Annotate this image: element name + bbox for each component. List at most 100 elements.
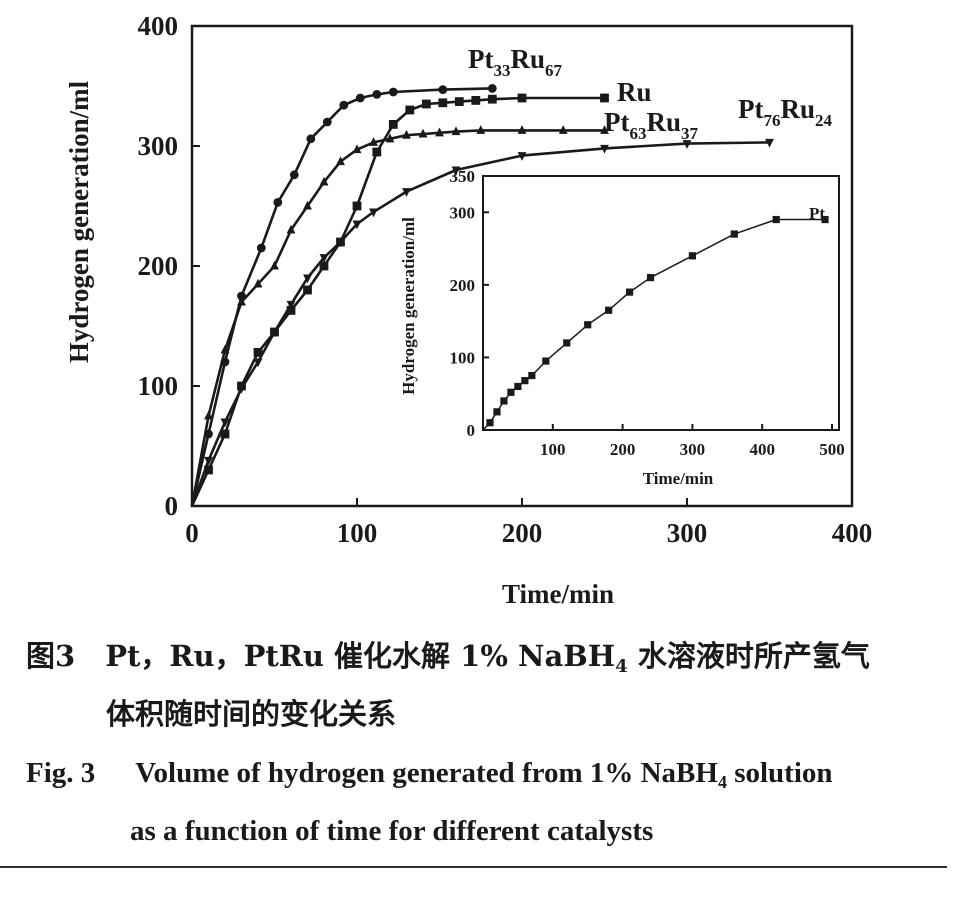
data-point-pt63ru37 [451,126,461,136]
main-y-tick-label: 400 [138,11,179,41]
data-point-ru [220,429,230,439]
data-point-pt33ru67 [372,90,382,99]
main-series [190,84,774,507]
data-point-ru [352,201,362,211]
inset-x-axis-title: Time/min [643,469,714,488]
inset-y-tick-label: 350 [450,167,476,186]
caption-cn-line2: 体积随时间的变化关系 [106,691,396,733]
data-point-ru [454,97,464,106]
caption-en-text-1: Volume of hydrogen generated from 1% NaB… [135,757,718,789]
caption-en-line1: Fig. 3 Volume of hydrogen generated from … [26,757,833,793]
data-point-ru [517,93,527,103]
data-point-pt76ru24 [682,140,692,149]
data-point-pt33ru67 [355,93,365,103]
inset-y-tick-label: 300 [450,203,476,222]
data-point-ru [405,105,415,115]
inset-x-tick-label: 500 [819,440,845,459]
data-point-ru [388,120,398,129]
data-point-pt63ru37 [286,224,296,234]
data-point-pt [584,321,592,329]
data-point-pt76ru24 [270,328,279,338]
data-point-pt [514,382,522,391]
data-point-pt [563,339,571,347]
data-point-pt [507,388,515,396]
data-point-pt76ru24 [517,152,527,161]
main-y-tick-label: 200 [138,251,179,281]
data-point-pt63ru37 [220,344,230,354]
caption-en-subscript: 4 [717,772,727,792]
data-point-pt63ru37 [517,125,527,134]
data-point-pt63ru37 [253,278,263,288]
data-point-pt63ru37 [237,296,246,306]
data-point-pt [521,377,529,385]
series-label-pt76ru24: Pt76Ru24 [738,94,833,130]
data-point-pt76ru24 [220,418,230,428]
data-point-pt63ru37 [369,137,378,146]
data-point-pt [625,288,634,296]
inset-y-tick-label: 100 [450,348,476,367]
caption-en-line2: as a function of time for different cata… [130,815,653,848]
data-point-ru [286,306,296,315]
data-point-ru [372,147,382,157]
caption-cn-text-3: 体积随时间的变化关系 [106,697,397,731]
data-point-pt [821,215,829,224]
data-point-pt76ru24 [336,238,345,248]
inset-x-tick-label: 200 [610,440,636,459]
caption-cn-subscript: 4 [615,656,628,677]
data-point-pt76ru24 [369,208,378,218]
data-point-pt63ru37 [336,156,345,166]
inset-x-tick-label: 400 [749,440,775,459]
data-point-pt76ru24 [765,138,774,148]
series-label-pt33ru67: Pt33Ru67 [468,44,563,80]
caption-cn-label: 图3 [26,639,76,673]
data-point-ru [487,94,497,104]
data-point-pt63ru37 [402,129,411,139]
series-line-pt33ru67 [190,87,493,507]
data-point-ru [204,465,213,475]
inset-y-tick-label: 0 [467,421,476,440]
data-point-pt63ru37 [418,128,428,138]
main-x-axis-title: Time/min [502,579,614,609]
data-point-pt76ru24 [204,456,213,466]
series-line-pt76ru24 [190,141,770,507]
data-point-pt [605,306,613,314]
data-point-pt [542,357,550,365]
data-point-pt63ru37 [270,260,279,270]
data-point-pt76ru24 [303,274,312,284]
series-label-ru: Ru [617,77,652,107]
data-point-pt63ru37 [435,127,444,137]
data-point-pt76ru24 [600,144,609,154]
data-point-pt [493,408,501,416]
data-point-ru [438,98,448,108]
caption-cn-line1: 图3 Pt，Ru，PtRu 催化水解 1% NaBH4 水溶液时所产氢气 [26,633,870,677]
main-x-tick-label: 300 [667,518,708,548]
main-y-tick-label: 300 [138,131,179,161]
data-point-pt63ru37 [303,200,312,210]
main-x-tick-label: 400 [832,518,873,548]
data-point-pt [646,274,655,282]
main-y-tick-label: 0 [165,491,179,521]
inset-ticks: 100 200 300 400 500 0 100 200 300 350 [450,167,845,459]
data-point-pt76ru24 [286,300,296,310]
main-x-tick-label: 100 [337,518,378,548]
inset-plot-frame [482,175,840,431]
inset-x-tick-label: 100 [540,440,566,459]
data-point-pt33ru67 [339,100,349,110]
data-point-pt [528,371,536,380]
data-point-pt63ru37 [558,125,568,134]
data-point-ru [253,348,263,357]
main-x-tick-label: 200 [502,518,543,548]
inset-x-tick-label: 300 [680,440,706,459]
caption-en-label: Fig. 3 [26,757,96,789]
data-point-pt [500,397,508,405]
inset-y-axis-title: Hydrogen generation/ml [399,217,418,395]
inset-series [482,215,829,431]
data-point-pt [772,215,780,224]
data-point-pt [688,252,697,260]
data-point-pt63ru37 [352,144,362,154]
data-point-ru [600,93,609,103]
inset-series-labels: Pt [809,204,825,223]
data-point-pt63ru37 [204,410,213,420]
caption-en-text-2: solution [726,757,833,789]
